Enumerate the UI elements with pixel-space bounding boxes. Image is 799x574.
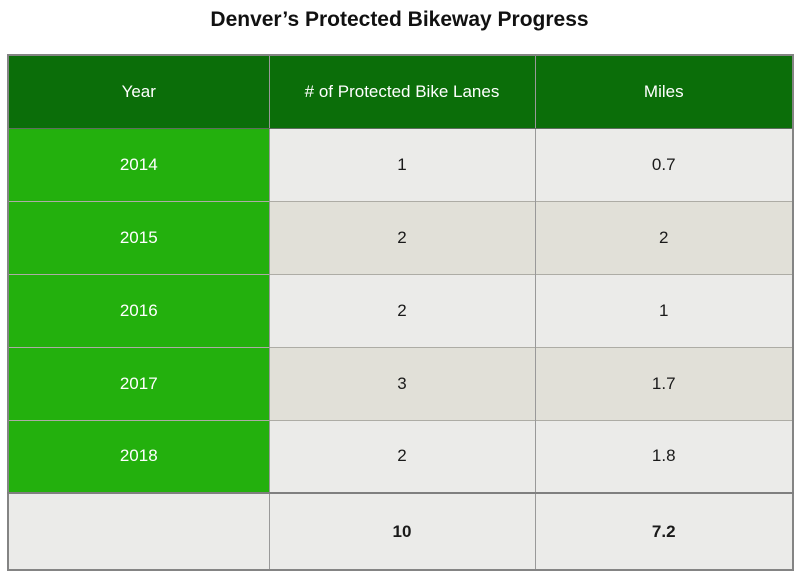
totals-miles-cell: 7.2 — [534, 492, 793, 570]
column-header-lanes: # of Protected Bike Lanes — [268, 55, 535, 129]
column-header-miles: Miles — [534, 55, 793, 129]
table-row-2015: 2015 2 2 — [8, 200, 793, 274]
miles-cell: 0.7 — [534, 127, 793, 201]
bikeway-table: Year # of Protected Bike Lanes Miles 201… — [7, 54, 794, 571]
year-cell: 2018 — [8, 419, 269, 493]
table-row-2016: 2016 2 1 — [8, 273, 793, 347]
miles-cell: 1 — [534, 273, 793, 347]
year-cell: 2016 — [8, 273, 269, 347]
year-cell: 2017 — [8, 346, 269, 420]
lanes-cell: 2 — [268, 419, 535, 493]
totals-empty-cell — [8, 492, 269, 570]
header-row: Year # of Protected Bike Lanes Miles — [8, 55, 793, 129]
miles-cell: 1.8 — [534, 419, 793, 493]
miles-cell: 1.7 — [534, 346, 793, 420]
table-row-2014: 2014 1 0.7 — [8, 127, 793, 201]
miles-cell: 2 — [534, 200, 793, 274]
page-title: Denver’s Protected Bikeway Progress — [210, 8, 589, 31]
year-cell: 2015 — [8, 200, 269, 274]
table-row-2017: 2017 3 1.7 — [8, 346, 793, 420]
totals-lanes-cell: 10 — [268, 492, 535, 570]
lanes-cell: 2 — [268, 200, 535, 274]
lanes-cell: 3 — [268, 346, 535, 420]
table-row-2018: 2018 2 1.8 — [8, 419, 793, 493]
totals-row: 10 7.2 — [8, 492, 793, 570]
lanes-cell: 2 — [268, 273, 535, 347]
lanes-cell: 1 — [268, 127, 535, 201]
year-cell: 2014 — [8, 127, 269, 201]
column-header-year: Year — [8, 55, 269, 129]
